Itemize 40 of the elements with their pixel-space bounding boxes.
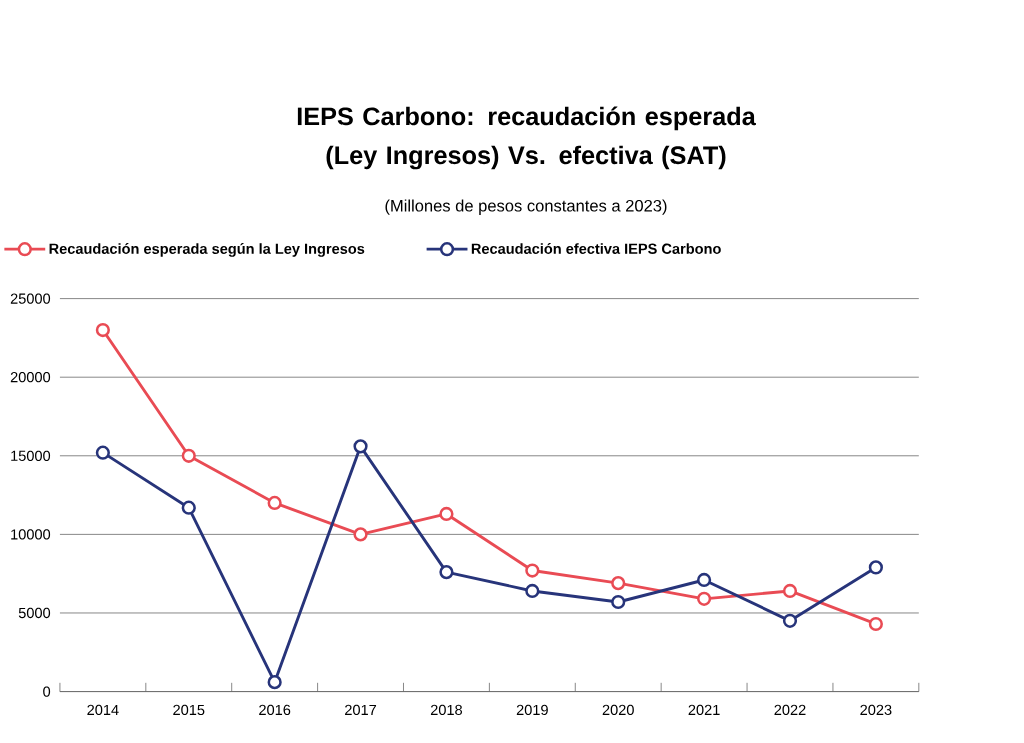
x-tick-label: 2018: [430, 704, 463, 715]
point: [525, 563, 540, 578]
y-tick-label: 10000: [11, 529, 51, 540]
x-tick-label: 2014: [87, 704, 119, 715]
chart-title: IEPS Carbono: recaudación esperada (Ley Ingresos) Vs. efectiva (SAT): [297, 106, 756, 170]
point: [439, 506, 454, 521]
point: [353, 527, 368, 542]
point: [611, 575, 626, 591]
x-tick-label: 2023: [860, 704, 892, 715]
point: [782, 583, 798, 599]
point: [782, 613, 798, 628]
point: [95, 445, 110, 460]
point: [267, 495, 282, 510]
point: [181, 500, 196, 515]
point: [868, 560, 883, 575]
point: [267, 674, 282, 690]
x-tick-label: 2016: [259, 704, 291, 715]
point: [611, 594, 626, 610]
x-tick-label: 2015: [173, 704, 205, 715]
x-tick-label: 2019: [516, 704, 548, 715]
point: [95, 322, 110, 338]
x-tick-label: 2020: [602, 704, 634, 715]
point: [439, 564, 454, 580]
point: [181, 448, 196, 463]
x-tick-label: 2017: [345, 704, 377, 715]
chart-subtitle: (Millones de pesos constantes a 2023): [385, 199, 667, 215]
point: [353, 439, 368, 454]
x-tick-label: 2021: [688, 704, 720, 715]
legend-label: Recaudación esperada según la Ley Ingresos: [49, 243, 365, 257]
y-tick-label: 15000: [11, 450, 51, 461]
point: [697, 591, 712, 606]
y-tick-label: 0: [43, 686, 51, 697]
y-tick-label: 20000: [10, 371, 51, 383]
y-tick-label: 5000: [18, 607, 51, 619]
point: [525, 583, 540, 599]
point: [868, 616, 883, 632]
x-tick-label: 2022: [774, 704, 806, 715]
y-tick-label: 25000: [10, 293, 51, 304]
legend-label: Recaudación efectiva IEPS Carbono: [471, 243, 721, 254]
point: [697, 572, 712, 588]
